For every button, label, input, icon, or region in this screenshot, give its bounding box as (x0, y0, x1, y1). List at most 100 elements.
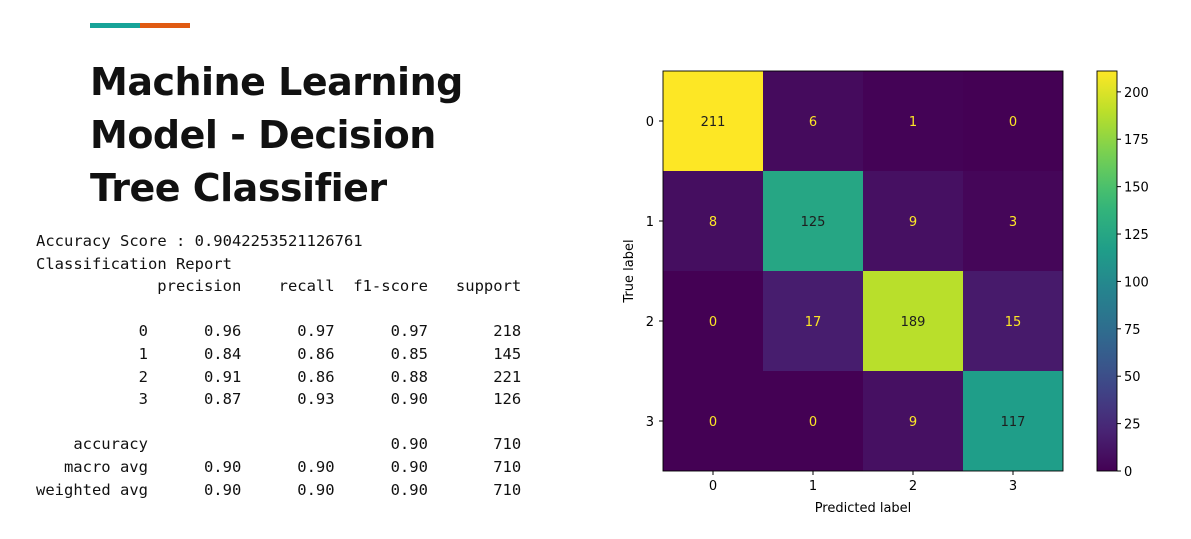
y-tick-label: 1 (646, 215, 654, 230)
x-tick-label: 1 (809, 479, 817, 494)
matrix-cell (963, 171, 1063, 271)
matrix-cell (663, 271, 763, 371)
colorbar-tick-label: 150 (1124, 181, 1149, 196)
row-label: 2 (138, 367, 148, 386)
classification-report: Accuracy Score : 0.9042253521126761 Class… (36, 230, 521, 501)
title-line: Tree Classifier (90, 166, 387, 210)
header-precision: precision (157, 277, 242, 296)
matrix-cell (863, 371, 963, 471)
matrix-cell (863, 71, 963, 171)
row-label: weighted avg (36, 480, 148, 499)
cell-value-label: 9 (909, 215, 917, 230)
row-support: 710 (493, 457, 522, 476)
row-f1: 0.85 (390, 344, 428, 363)
row-f1: 0.90 (390, 435, 428, 454)
row-recall: 0.97 (297, 322, 335, 341)
matrix-cell (863, 271, 963, 371)
cell-value-label: 8 (709, 215, 717, 230)
colorbar-tick-label: 50 (1124, 370, 1141, 385)
report-spacer (36, 298, 521, 321)
cell-value-label: 1 (909, 115, 917, 130)
row-precision: 0.90 (203, 480, 242, 499)
colorbar (1096, 70, 1118, 472)
report-class-row: 0 0.96 0.97 0.97 218 (36, 320, 522, 343)
title-accent-bar (90, 23, 190, 28)
row-support: 218 (493, 322, 522, 341)
cell-value-label: 117 (1001, 415, 1026, 430)
accuracy-score-text: Accuracy Score : 0.9042253521126761 (36, 232, 363, 250)
row-f1: 0.88 (390, 367, 428, 386)
report-class-row: 3 0.87 0.93 0.90 126 (36, 388, 522, 411)
row-recall: 0.93 (297, 390, 335, 409)
x-tick-label: 0 (709, 479, 717, 494)
matrix-cell (663, 71, 763, 171)
row-recall: 0.90 (297, 457, 335, 476)
row-recall: 0.90 (297, 480, 335, 499)
title-line: Model - Decision (90, 113, 436, 157)
report-title-text: Classification Report (36, 254, 232, 273)
row-label: 0 (138, 322, 148, 341)
row-precision: 0.87 (203, 390, 242, 409)
row-label: 1 (138, 344, 148, 363)
matrix-cell (663, 171, 763, 271)
y-tick-label: 2 (646, 315, 654, 330)
matrix-cell (663, 371, 763, 471)
y-tick-label: 3 (646, 415, 654, 430)
accent-teal-segment (90, 23, 140, 28)
row-label: 3 (138, 390, 148, 409)
accuracy-score-line: Accuracy Score : 0.9042253521126761 (36, 230, 521, 253)
cell-value-label: 3 (1009, 215, 1017, 230)
matrix-cell (863, 171, 963, 271)
row-support: 710 (493, 435, 522, 454)
x-axis-label: Predicted label (815, 501, 912, 516)
x-tick-label: 3 (1009, 479, 1017, 494)
colorbar-tick-label: 125 (1124, 228, 1149, 243)
report-summary-row: accuracy 0.90 710 (36, 433, 521, 456)
header-recall: recall (278, 277, 335, 296)
matrix-cell (963, 71, 1063, 171)
matrix-cell (763, 71, 863, 171)
matrix-cell (963, 371, 1063, 471)
colorbar-tick-label: 200 (1124, 86, 1149, 101)
row-label: accuracy (73, 435, 148, 454)
cell-value-label: 0 (709, 415, 717, 430)
colorbar-tick-label: 75 (1124, 323, 1141, 338)
report-summary-row: weighted avg 0.90 0.90 0.90 710 (36, 479, 521, 502)
colorbar-tick-label: 100 (1124, 275, 1149, 290)
cell-value-label: 17 (805, 315, 822, 330)
report-header-row: precision recall f1-score support (36, 275, 521, 298)
row-recall: 0.86 (297, 367, 335, 386)
row-support: 221 (493, 367, 522, 386)
y-axis-label: True label (622, 239, 637, 303)
row-f1: 0.90 (390, 390, 428, 409)
cell-value-label: 0 (1009, 115, 1017, 130)
colorbar-tick-label: 175 (1124, 133, 1149, 148)
y-tick-label: 0 (646, 115, 654, 130)
row-support: 126 (493, 390, 522, 409)
row-recall: 0.86 (297, 344, 335, 363)
colorbar-tick-label: 25 (1124, 418, 1141, 433)
cell-value-label: 15 (1005, 315, 1022, 330)
matrix-cell (763, 271, 863, 371)
row-precision: 0.84 (203, 344, 242, 363)
row-f1: 0.97 (390, 322, 428, 341)
x-tick-label: 2 (909, 479, 917, 494)
report-spacer (36, 411, 521, 434)
row-f1: 0.90 (390, 457, 428, 476)
cell-value-label: 6 (809, 115, 817, 130)
report-summary-row: macro avg 0.90 0.90 0.90 710 (36, 456, 521, 479)
report-title-line: Classification Report (36, 253, 521, 276)
colorbar-tick-label: 0 (1124, 465, 1132, 480)
row-support: 710 (493, 480, 522, 499)
cell-value-label: 0 (809, 415, 817, 430)
report-class-row: 2 0.91 0.86 0.88 221 (36, 366, 522, 389)
cell-value-label: 125 (801, 215, 826, 230)
matrix-cell (763, 371, 863, 471)
title-line: Machine Learning (90, 60, 463, 104)
matrix-cell (763, 171, 863, 271)
header-support: support (455, 277, 522, 296)
cell-value-label: 189 (901, 315, 926, 330)
matrix-frame (662, 70, 1064, 472)
row-support: 145 (493, 344, 522, 363)
